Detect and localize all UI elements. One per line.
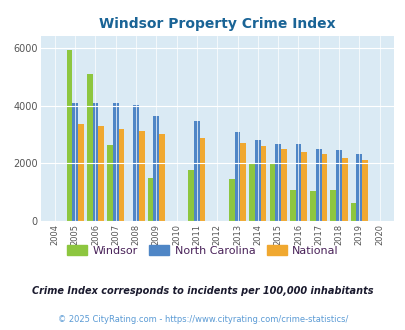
Title: Windsor Property Crime Index: Windsor Property Crime Index xyxy=(99,17,335,31)
Bar xyxy=(356,154,361,221)
Bar xyxy=(199,138,205,221)
Bar xyxy=(72,103,78,221)
Bar xyxy=(275,144,280,221)
Bar xyxy=(361,160,367,221)
Text: © 2025 CityRating.com - https://www.cityrating.com/crime-statistics/: © 2025 CityRating.com - https://www.city… xyxy=(58,315,347,324)
Bar xyxy=(139,131,144,221)
Bar xyxy=(269,163,275,221)
Bar xyxy=(254,140,260,221)
Bar xyxy=(78,123,83,221)
Bar xyxy=(107,145,113,221)
Bar xyxy=(350,203,356,221)
Bar xyxy=(153,116,159,221)
Bar xyxy=(280,149,286,221)
Bar xyxy=(194,121,199,221)
Bar xyxy=(228,179,234,221)
Bar xyxy=(159,134,164,221)
Bar xyxy=(98,126,104,221)
Bar xyxy=(147,178,153,221)
Bar xyxy=(87,75,92,221)
Bar xyxy=(295,144,301,221)
Bar xyxy=(113,103,118,221)
Bar xyxy=(289,190,295,221)
Bar xyxy=(341,157,347,221)
Bar xyxy=(133,105,139,221)
Bar xyxy=(92,103,98,221)
Bar xyxy=(309,191,315,221)
Bar xyxy=(330,190,335,221)
Bar xyxy=(234,132,240,221)
Text: Crime Index corresponds to incidents per 100,000 inhabitants: Crime Index corresponds to incidents per… xyxy=(32,286,373,296)
Bar xyxy=(260,146,266,221)
Bar xyxy=(321,154,326,221)
Bar xyxy=(240,143,245,221)
Bar xyxy=(249,163,254,221)
Bar xyxy=(188,170,194,221)
Bar xyxy=(118,129,124,221)
Bar xyxy=(335,150,341,221)
Legend: Windsor, North Carolina, National: Windsor, North Carolina, National xyxy=(63,241,342,260)
Bar xyxy=(66,50,72,221)
Bar xyxy=(301,152,306,221)
Bar xyxy=(315,149,321,221)
